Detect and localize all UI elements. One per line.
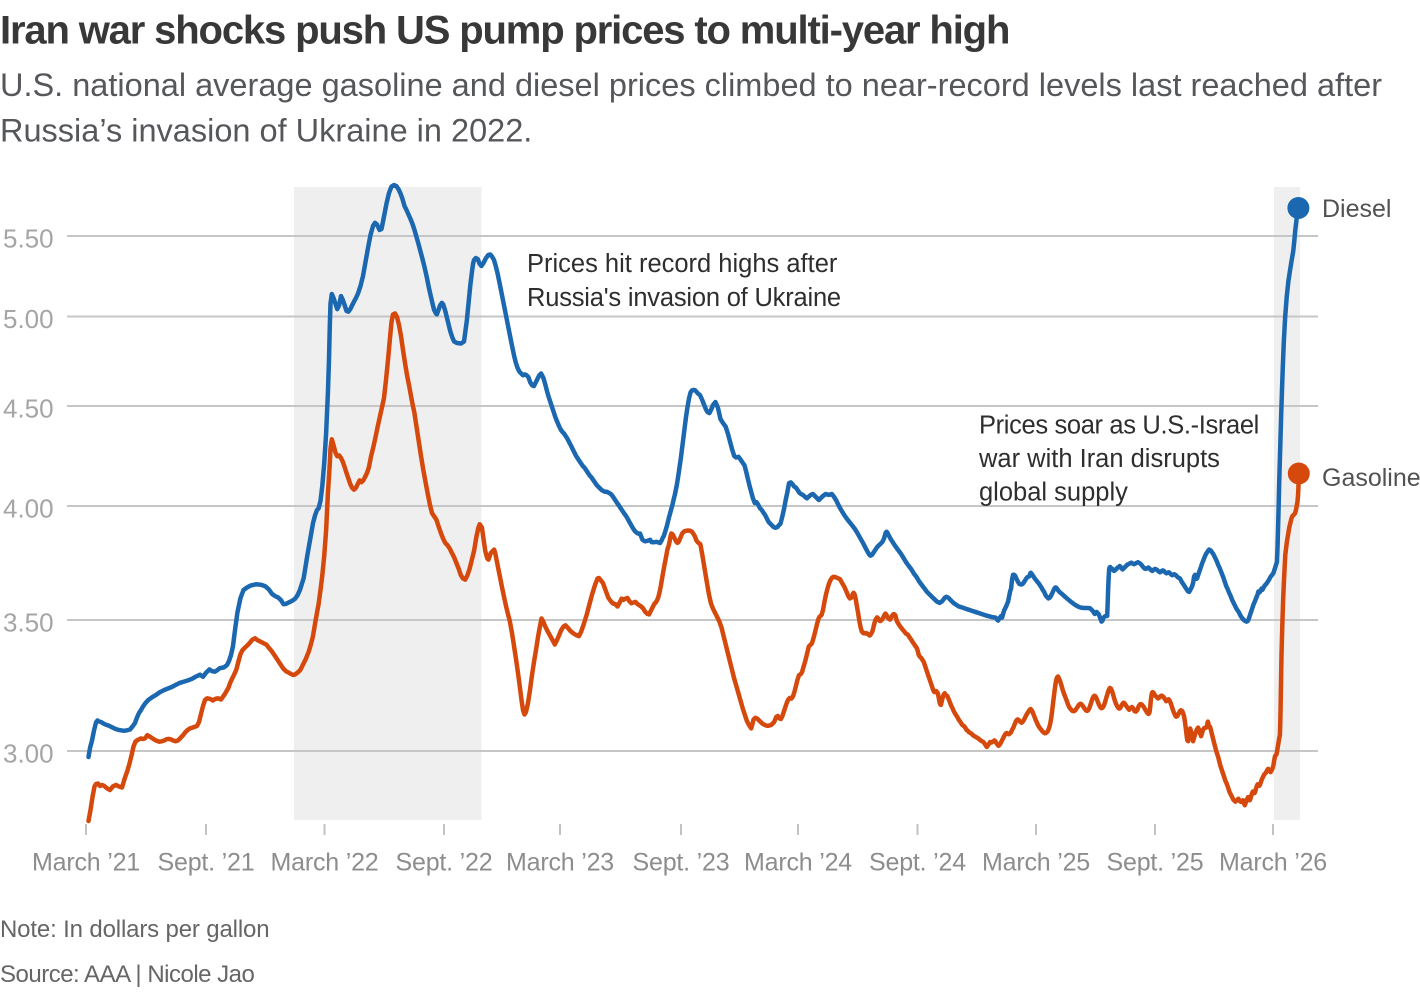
svg-text:U.S. national average gasoline: U.S. national average gasoline and diese… — [0, 67, 1382, 103]
svg-text:Russia's invasion of Ukraine: Russia's invasion of Ukraine — [527, 284, 841, 312]
svg-text:global supply: global supply — [979, 479, 1128, 507]
svg-text:war with Iran disrupts: war with Iran disrupts — [978, 445, 1220, 473]
svg-text:March ’26: March ’26 — [1219, 849, 1327, 877]
svg-text:Sept. ’22: Sept. ’22 — [396, 849, 493, 877]
svg-text:March ’23: March ’23 — [506, 849, 614, 877]
svg-text:3.50: 3.50 — [3, 608, 54, 638]
svg-text:Sept. ’23: Sept. ’23 — [633, 849, 730, 877]
svg-text:March ’21: March ’21 — [32, 849, 140, 877]
svg-text:Sept. ’21: Sept. ’21 — [158, 849, 255, 877]
svg-text:4.50: 4.50 — [3, 394, 54, 424]
svg-text:March ’25: March ’25 — [982, 849, 1090, 877]
svg-text:Source: AAA | Nicole Jao: Source: AAA | Nicole Jao — [0, 961, 255, 988]
svg-text:Sept. ’24: Sept. ’24 — [869, 849, 966, 877]
svg-text:Note: In dollars per gallon: Note: In dollars per gallon — [0, 916, 269, 943]
svg-text:March ’22: March ’22 — [271, 849, 379, 877]
svg-text:Iran war shocks push US pump p: Iran war shocks push US pump prices to m… — [0, 9, 1009, 53]
svg-text:Diesel: Diesel — [1322, 195, 1391, 223]
svg-text:Prices hit record highs after: Prices hit record highs after — [527, 250, 838, 278]
svg-text:3.00: 3.00 — [3, 739, 54, 769]
svg-text:5.00: 5.00 — [3, 304, 54, 334]
svg-text:5.50: 5.50 — [3, 224, 54, 254]
svg-text:4.00: 4.00 — [3, 494, 54, 524]
svg-text:Prices soar as U.S.-Israel: Prices soar as U.S.-Israel — [979, 412, 1259, 440]
svg-text:Sept. ’25: Sept. ’25 — [1107, 849, 1204, 877]
svg-text:Gasoline: Gasoline — [1322, 464, 1420, 492]
svg-text:March ’24: March ’24 — [744, 849, 852, 877]
svg-text:Russia’s invasion of Ukraine i: Russia’s invasion of Ukraine in 2022. — [0, 113, 532, 149]
